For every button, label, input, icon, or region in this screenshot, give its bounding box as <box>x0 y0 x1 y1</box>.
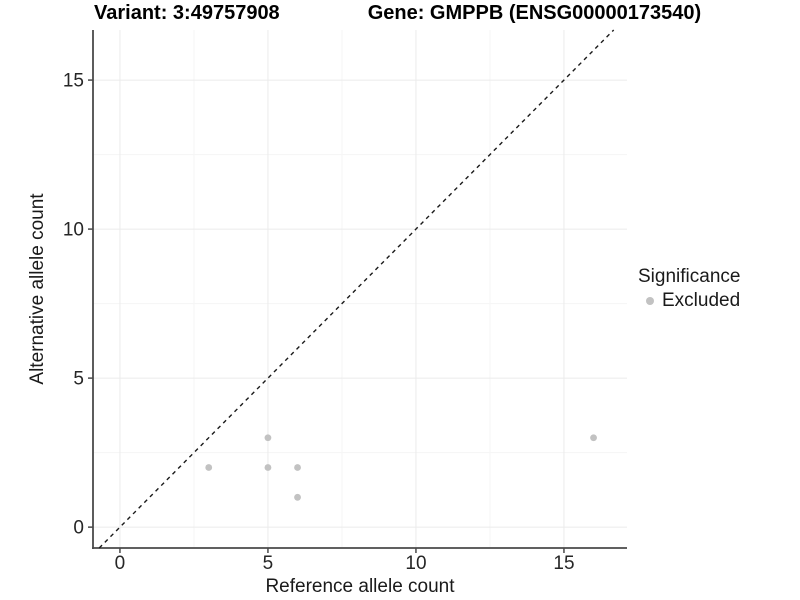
x-tick-label: 0 <box>115 553 126 574</box>
y-tick-label: 0 <box>73 518 84 539</box>
data-point <box>590 434 597 442</box>
plot-title: Variant: 3:49757908 Gene: GMPPB (ENSG000… <box>94 2 701 25</box>
y-tick-label: 5 <box>73 369 84 390</box>
x-tick-label: 10 <box>405 553 426 574</box>
data-point <box>264 434 272 442</box>
y-tick-label: 10 <box>63 220 84 241</box>
data-point <box>294 493 301 501</box>
legend-item-label: Excluded <box>662 290 741 311</box>
x-tick-label: 5 <box>263 553 274 574</box>
legend-title: Significance <box>638 266 741 287</box>
y-axis-title: Alternative allele count <box>27 193 48 385</box>
data-point <box>294 464 301 471</box>
x-axis-title: Reference allele count <box>265 576 455 597</box>
legend: Significance Excluded <box>638 266 740 312</box>
identity-line <box>98 29 615 549</box>
data-point <box>205 464 213 471</box>
plot-panel <box>93 30 627 548</box>
legend-item-excluded: Excluded <box>638 290 740 312</box>
x-tick-label: 15 <box>553 553 574 574</box>
plot-title-gene: Gene: GMPPB (ENSG00000173540) <box>367 2 702 24</box>
y-tick-label: 15 <box>63 71 84 92</box>
plot-title-variant: Variant: 3:49757908 <box>94 2 280 24</box>
data-point <box>264 464 272 471</box>
legend-point-icon <box>646 297 654 305</box>
